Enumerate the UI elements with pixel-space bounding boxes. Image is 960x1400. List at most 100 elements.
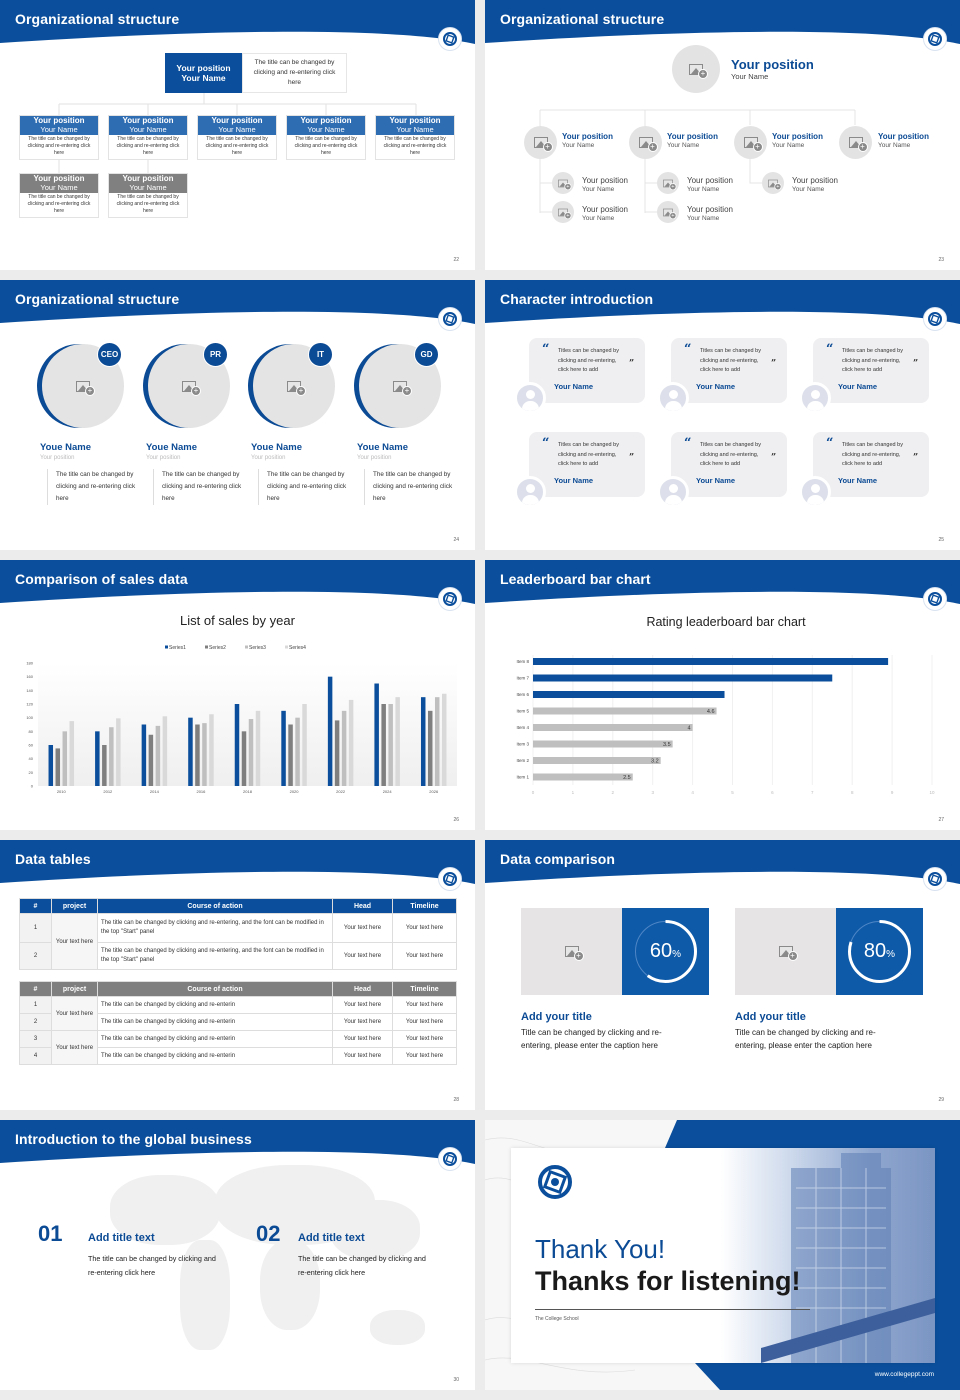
photo-placeholder[interactable] — [657, 172, 679, 194]
quote-card[interactable]: “ Titles can be changed by clicking and r… — [529, 338, 645, 403]
avatar-icon[interactable] — [799, 382, 831, 414]
slide-title: Data tables — [15, 851, 91, 867]
photo-placeholder[interactable] — [552, 172, 574, 194]
slide-31-thank-you[interactable]: Thank You! Thanks for listening! The Col… — [485, 1120, 960, 1390]
avatar-icon[interactable] — [657, 476, 689, 508]
name-label: Your Name — [396, 124, 434, 134]
photo-placeholder[interactable] — [629, 126, 662, 159]
table-row: 1 Your text here The title can be changed … — [19, 913, 457, 970]
comparison-card[interactable]: 60% — [521, 908, 709, 995]
photo-placeholder[interactable] — [839, 126, 872, 159]
close-quote-icon: ” — [771, 359, 777, 369]
school-logo-icon — [923, 867, 947, 891]
cell: Your text here — [332, 1047, 393, 1065]
level2-position: Your position Your Name — [878, 133, 929, 150]
photo-placeholder[interactable] — [762, 172, 784, 194]
header-band — [485, 280, 960, 324]
photo-placeholder[interactable] — [524, 126, 557, 159]
bar — [533, 724, 693, 731]
slide-26-sales-chart[interactable]: Comparison of sales data List of sales b… — [0, 560, 475, 830]
member-name: Youe Name — [251, 442, 303, 453]
position-label: Your position — [731, 57, 814, 72]
page-number: 28 — [453, 1097, 459, 1103]
y-tick-label: 140 — [26, 688, 33, 693]
org-box[interactable]: Your position Your Name The title can be c… — [19, 115, 99, 160]
org-box[interactable]: Your position Your Name The title can be c… — [19, 173, 99, 218]
quote-text: Titles can be changed by clicking and re… — [842, 348, 903, 373]
avatar-icon[interactable] — [514, 382, 546, 414]
y-tick-label: 180 — [26, 661, 33, 666]
position-label: Your position — [300, 116, 352, 125]
data-label: 4.6 — [707, 709, 715, 715]
position-label: Your position — [176, 63, 231, 73]
slide-title: Data comparison — [500, 851, 616, 867]
slide-24-team[interactable]: Organizational structure CEO Youe Name You… — [0, 280, 475, 550]
bar-series3 — [109, 727, 114, 786]
slide-29-data-comparison[interactable]: Data comparison 60% Add your title Title… — [485, 840, 960, 1110]
column-header: Timeline — [392, 898, 457, 914]
y-category-label: Item 7 — [516, 676, 529, 681]
connector-lines — [58, 93, 417, 173]
x-tick-label: 4 — [691, 790, 694, 795]
bar-series2 — [427, 710, 433, 786]
position-label: Your position — [33, 116, 85, 125]
top-position-box[interactable]: Your position Your Name — [165, 53, 242, 93]
name-label: Your Name — [181, 73, 226, 83]
bar — [533, 674, 833, 682]
progress-ring — [848, 920, 911, 983]
bar-series4 — [69, 721, 75, 786]
cell: Your text here — [392, 1013, 457, 1031]
bar-series4 — [348, 699, 354, 786]
website-link[interactable]: www.collegeppt.com — [874, 1371, 934, 1378]
org-box[interactable]: Your position Your Name The title can be c… — [286, 115, 366, 160]
org-box[interactable]: Your position Your Name The title can be c… — [375, 115, 455, 160]
name-label: Your Name — [582, 215, 615, 222]
bar-series3 — [295, 717, 300, 786]
quote-card[interactable]: “ Titles can be changed by clicking and r… — [671, 338, 787, 403]
slide-30-global-business[interactable]: Introduction to the global business 01 A… — [0, 1120, 475, 1390]
cell: The title can be changed by clicking and… — [97, 1047, 333, 1065]
slide-27-leaderboard[interactable]: Leaderboard bar chart Rating leaderboard… — [485, 560, 960, 830]
position-label: Your position — [772, 132, 823, 141]
data-label: 4 — [688, 726, 691, 732]
slide-28-data-tables[interactable]: Data tables # project Course of action Head… — [0, 840, 475, 1110]
member-description: The title can be changed by clicking and… — [364, 469, 454, 505]
org-box[interactable]: Your position Your Name The title can be c… — [197, 115, 277, 160]
page-number: 26 — [453, 817, 459, 823]
quote-card[interactable]: “ Titles can be changed by clicking and r… — [813, 432, 929, 497]
comparison-card[interactable]: 80% — [735, 908, 923, 995]
avatar-icon[interactable] — [657, 382, 689, 414]
quote-card[interactable]: “ Titles can be changed by clicking and r… — [671, 432, 787, 497]
photo-placeholder[interactable] — [734, 126, 767, 159]
percent-unit: % — [886, 949, 896, 960]
quote-card[interactable]: “ Titles can be changed by clicking and r… — [529, 432, 645, 497]
photo-placeholder[interactable] — [521, 908, 622, 995]
legend-label: Series1 — [169, 645, 186, 651]
photo-placeholder[interactable] — [552, 201, 574, 223]
org-box[interactable]: Your position Your Name The title can be c… — [108, 115, 188, 160]
photo-placeholder[interactable] — [735, 908, 836, 995]
column-header: project — [51, 981, 98, 997]
x-tick-label: 6 — [771, 790, 774, 795]
slide-title: Comparison of sales data — [15, 571, 188, 587]
y-tick-label: 120 — [26, 702, 33, 707]
org-box[interactable]: Your position Your Name The title can be c… — [108, 173, 188, 218]
photo-placeholder[interactable] — [657, 201, 679, 223]
x-tick-label: 3 — [651, 790, 654, 795]
avatar-icon[interactable] — [514, 476, 546, 508]
photo-placeholder[interactable] — [672, 45, 720, 93]
slide-23-org-photos[interactable]: Organizational structure Your positionYo… — [485, 0, 960, 270]
close-quote-icon: ” — [629, 359, 635, 369]
level2-position: Your position Your Name — [562, 133, 613, 150]
avatar-icon[interactable] — [799, 476, 831, 508]
bar-series4 — [116, 718, 121, 786]
y-category-label: Item 4 — [516, 725, 529, 730]
slide-25-characters[interactable]: Character introduction “ Titles can be ch… — [485, 280, 960, 550]
y-tick-label: 20 — [29, 770, 34, 775]
cell: The title can be changed by clicking and… — [97, 913, 333, 943]
x-tick-label: 1 — [572, 790, 575, 795]
quote-card[interactable]: “ Titles can be changed by clicking and r… — [813, 338, 929, 403]
y-tick-label: 0 — [31, 784, 34, 789]
slide-22-org-boxes[interactable]: Organizational structure Your position Y… — [0, 0, 475, 270]
table-header-row: # project Course of action Head Timeline — [19, 981, 457, 997]
